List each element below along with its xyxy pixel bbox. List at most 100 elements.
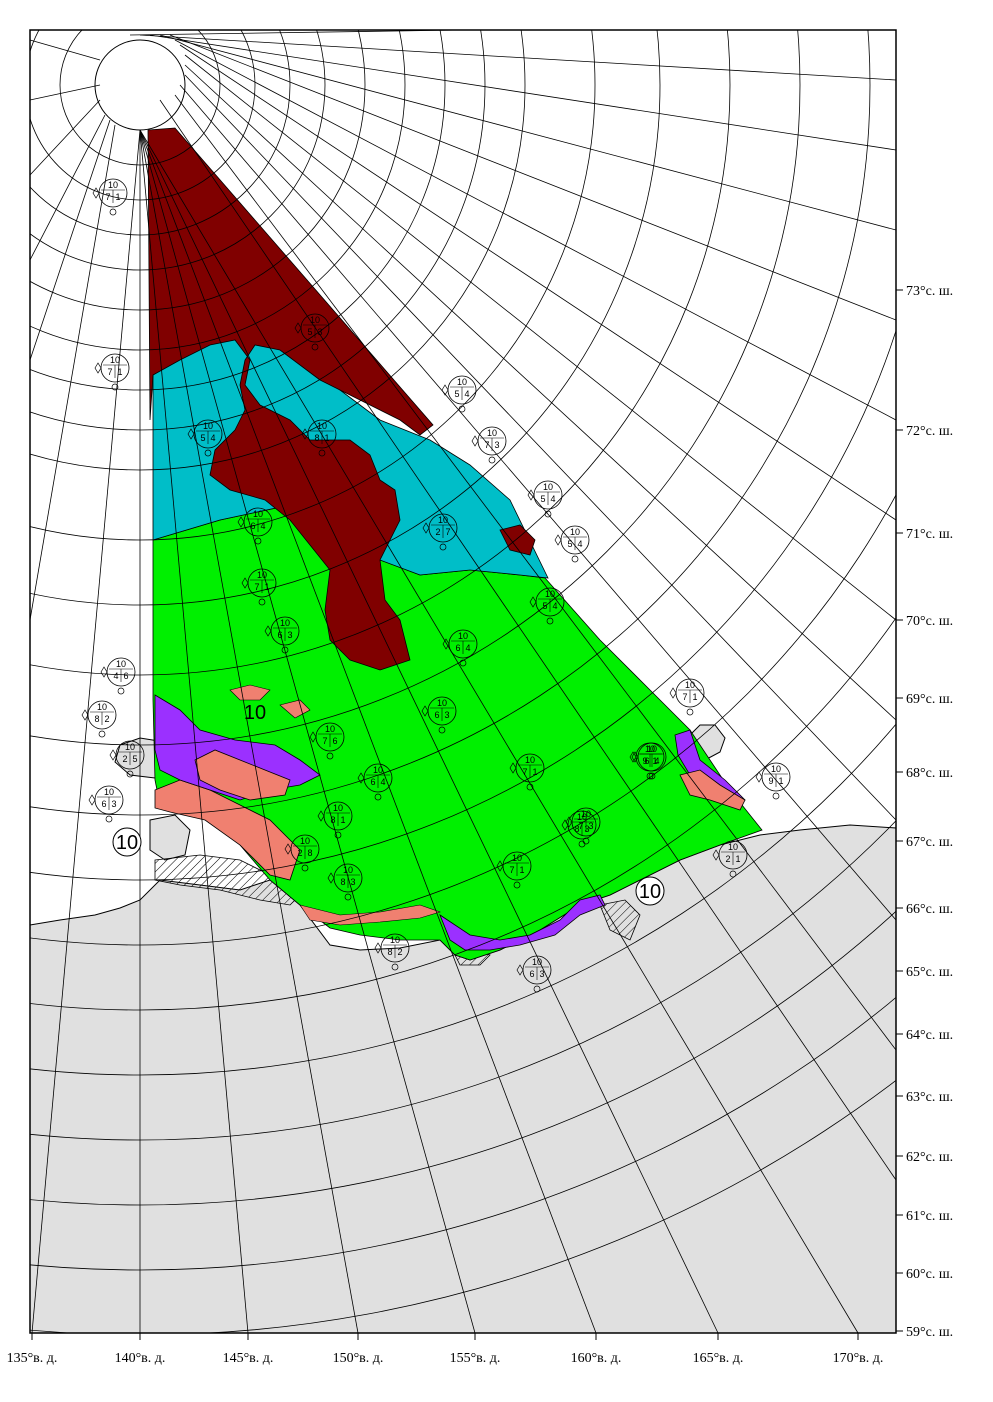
egg-partial-concentration: 6 xyxy=(455,643,460,653)
egg-code-symbol: 10 2 8 xyxy=(284,834,320,872)
lat-label-70: 70°с. ш. xyxy=(906,614,953,629)
egg-total-concentration: 10 xyxy=(570,527,580,537)
egg-total-concentration: 10 xyxy=(317,421,327,431)
egg-total-concentration: 10 xyxy=(104,787,114,797)
ice-form-symbol-icon xyxy=(439,543,447,551)
egg-code-symbol: 10 6 3 xyxy=(88,785,124,823)
egg-total-concentration: 10 xyxy=(512,853,522,863)
egg-total-concentration: 10 xyxy=(487,428,497,438)
egg-partial-concentration: 1 xyxy=(778,776,783,786)
egg-partial-concentration: 2 xyxy=(725,854,730,864)
egg-partial-concentration: 3 xyxy=(111,799,116,809)
egg-partial-concentration: 6 xyxy=(529,969,534,979)
egg-code-symbol: 10 7 1 xyxy=(496,851,532,889)
ice-floe-symbol-icon xyxy=(509,762,517,774)
egg-partial-concentration: 2 xyxy=(297,848,302,858)
egg-total-concentration: 10 xyxy=(543,482,553,492)
egg-partial-concentration: 3 xyxy=(494,440,499,450)
ice-form-symbol-icon xyxy=(105,815,113,823)
ice-floe-symbol-icon xyxy=(327,872,335,884)
ice-floe-symbol-icon xyxy=(317,810,325,822)
egg-partial-concentration: 7 xyxy=(509,865,514,875)
ice-floe-symbol-icon xyxy=(237,516,245,528)
lat-label-71: 71°с. ш. xyxy=(906,527,953,542)
ice-floe-symbol-icon xyxy=(187,428,195,440)
egg-code-symbol: 10 2 7 xyxy=(422,513,458,551)
lon-label-145: 145°в. д. xyxy=(223,1351,274,1366)
egg-partial-concentration: 2 xyxy=(397,947,402,957)
egg-partial-concentration: 6 xyxy=(101,799,106,809)
lat-label-65: 65°с. ш. xyxy=(906,965,953,980)
egg-total-concentration: 10 xyxy=(280,618,290,628)
ice-floe-symbol-icon xyxy=(357,772,365,784)
egg-code-symbol: 10 8 2 xyxy=(81,700,117,738)
latitude-labels: 73°с. ш. 72°с. ш. 71°с. ш. 70°с. ш. 69°с… xyxy=(906,284,953,1340)
lon-label-155: 155°в. д. xyxy=(450,1351,501,1366)
ice-form-symbol-icon xyxy=(374,793,382,801)
egg-code-symbol: 10 5 4 xyxy=(529,587,565,625)
egg-code-symbol: 107 3 xyxy=(565,807,601,845)
egg-total-concentration: 10 xyxy=(125,742,135,752)
ice-floe-symbol-icon xyxy=(565,816,573,828)
egg-partial-concentration: 1 xyxy=(735,854,740,864)
egg-total-concentration: 10 xyxy=(203,421,213,431)
ice-form-symbol-icon xyxy=(344,893,352,901)
lat-label-72: 72°с. ш. xyxy=(906,424,953,439)
egg-total-concentration: 10 xyxy=(108,180,118,190)
egg-total-concentration: 10 xyxy=(300,836,310,846)
lon-label-135: 135°в. д. xyxy=(7,1351,58,1366)
ice-zone-salmon-east xyxy=(679,769,746,811)
egg-partial-concentration: 6 xyxy=(644,756,649,766)
big-concentration-labels: 10 10 10 xyxy=(112,702,665,906)
big-ten-circle xyxy=(635,876,665,906)
egg-partial-concentration: 9 xyxy=(768,776,773,786)
lat-label-60: 60°с. ш. xyxy=(906,1267,953,1282)
egg-partial-concentration: 7 xyxy=(578,821,583,831)
ice-zone-salmon-patch xyxy=(229,684,271,701)
graticule-meridians xyxy=(29,29,897,1334)
ice-form-symbol-icon xyxy=(391,963,399,971)
egg-total-concentration: 10 xyxy=(325,724,335,734)
egg-code-symbol: 10 8 1 xyxy=(301,419,337,457)
egg-partial-concentration: 8 xyxy=(307,848,312,858)
egg-partial-concentration: 1 xyxy=(264,582,269,592)
egg-partial-concentration: 4 xyxy=(550,494,555,504)
egg-partial-concentration: 8 xyxy=(314,433,319,443)
egg-total-concentration: 10 xyxy=(728,842,738,852)
egg-partial-concentration: 3 xyxy=(444,710,449,720)
egg-total-concentration: 10 xyxy=(437,698,447,708)
ice-form-symbol-icon xyxy=(458,405,466,413)
longitude-ticks xyxy=(31,1333,859,1340)
lat-label-62: 62°с. ш. xyxy=(906,1150,953,1165)
egg-code-symbol: 10 6 4 xyxy=(237,507,273,545)
egg-partial-concentration: 7 xyxy=(105,192,110,202)
ice-floe-symbol-icon xyxy=(100,666,108,678)
egg-partial-concentration: 2 xyxy=(122,754,127,764)
egg-partial-concentration: 7 xyxy=(254,582,259,592)
egg-partial-concentration: 4 xyxy=(552,601,557,611)
ice-floe-symbol-icon xyxy=(374,942,382,954)
egg-partial-concentration: 3 xyxy=(588,821,593,831)
egg-code-symbol: 10 6 3 xyxy=(264,616,300,654)
ice-form-symbol-icon xyxy=(544,510,552,518)
egg-code-symbol: 10 6 3 xyxy=(516,955,552,993)
ice-form-symbol-icon xyxy=(648,772,656,780)
lat-label-59: 59°с. ш. xyxy=(906,1325,953,1340)
egg-total-concentration: 10 xyxy=(110,355,120,365)
egg-partial-concentration: 1 xyxy=(692,692,697,702)
egg-partial-concentration: 7 xyxy=(522,767,527,777)
ice-floe-symbol-icon xyxy=(496,860,504,872)
ice-floe-symbol-icon xyxy=(284,843,292,855)
ice-form-symbol-icon xyxy=(318,449,326,457)
egg-total-concentration: 10 xyxy=(333,803,343,813)
egg-partial-concentration: 5 xyxy=(542,601,547,611)
land-island-small xyxy=(149,814,191,861)
ice-floe-symbol-icon xyxy=(554,534,562,546)
egg-code-symbol: 10 4 6 xyxy=(100,657,136,695)
egg-code-symbol: 10 8 3 xyxy=(327,863,363,901)
egg-total-concentration: 10 xyxy=(373,765,383,775)
ice-form-symbol-icon xyxy=(334,831,342,839)
ice-form-symbol-icon xyxy=(258,598,266,606)
mask-right xyxy=(896,0,993,1402)
egg-code-symbol: 10 7 6 xyxy=(309,722,345,760)
